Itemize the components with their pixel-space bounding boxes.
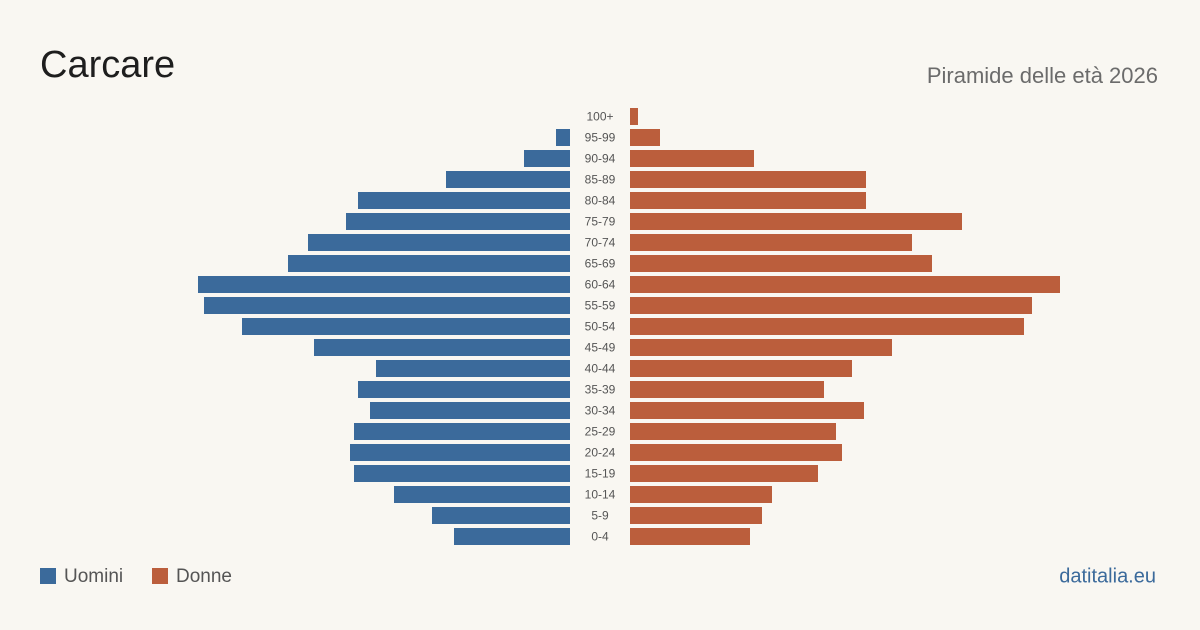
bar — [630, 171, 866, 188]
bar — [358, 192, 570, 209]
bar — [630, 507, 762, 524]
age-label: 65-69 — [585, 257, 616, 271]
bar — [314, 339, 570, 356]
legend-swatch — [152, 568, 168, 584]
bar — [346, 213, 570, 230]
age-label: 90-94 — [585, 152, 616, 166]
source: datitalia.eu — [1059, 565, 1156, 587]
bar — [204, 297, 570, 314]
chart-title: Carcare — [40, 44, 175, 86]
age-label: 50-54 — [585, 320, 616, 334]
bar — [394, 486, 570, 503]
bar — [198, 276, 570, 293]
bar — [446, 171, 570, 188]
age-label: 45-49 — [585, 341, 616, 355]
bar — [432, 507, 570, 524]
bar — [630, 129, 660, 146]
age-label: 20-24 — [585, 446, 616, 460]
age-label: 30-34 — [585, 404, 616, 418]
bar — [630, 339, 892, 356]
bar — [630, 318, 1024, 335]
bar — [370, 402, 570, 419]
bar — [630, 297, 1032, 314]
age-label: 35-39 — [585, 383, 616, 397]
bar — [630, 423, 836, 440]
age-label: 85-89 — [585, 173, 616, 187]
bar — [376, 360, 570, 377]
bar — [630, 192, 866, 209]
bar — [630, 402, 864, 419]
age-label: 25-29 — [585, 425, 616, 439]
bar — [630, 381, 824, 398]
age-label: 100+ — [586, 110, 613, 124]
bar — [354, 423, 570, 440]
bar — [556, 129, 570, 146]
bar — [630, 150, 754, 167]
bar — [630, 360, 852, 377]
age-label: 70-74 — [585, 236, 616, 250]
bar — [630, 276, 1060, 293]
bar — [630, 255, 932, 272]
legend-label: Donne — [176, 566, 232, 587]
age-label: 5-9 — [591, 509, 609, 523]
age-label: 60-64 — [585, 278, 616, 292]
age-label: 55-59 — [585, 299, 616, 313]
bar — [630, 444, 842, 461]
bar — [454, 528, 570, 545]
bar — [630, 528, 750, 545]
bar — [288, 255, 570, 272]
bar — [350, 444, 570, 461]
bar — [630, 486, 772, 503]
bar — [242, 318, 570, 335]
legend-label: Uomini — [64, 566, 123, 587]
bar — [630, 213, 962, 230]
bar — [630, 108, 638, 125]
age-label: 95-99 — [585, 131, 616, 145]
age-label: 80-84 — [585, 194, 616, 208]
bar — [630, 234, 912, 251]
bar — [630, 465, 818, 482]
age-label: 75-79 — [585, 215, 616, 229]
age-label: 10-14 — [585, 488, 616, 502]
bar — [524, 150, 570, 167]
age-label: 0-4 — [591, 530, 609, 544]
bar — [308, 234, 570, 251]
bar — [354, 465, 570, 482]
chart-subtitle: Piramide delle età 2026 — [927, 63, 1158, 88]
age-label: 15-19 — [585, 467, 616, 481]
bar — [358, 381, 570, 398]
age-label: 40-44 — [585, 362, 616, 376]
legend-swatch — [40, 568, 56, 584]
